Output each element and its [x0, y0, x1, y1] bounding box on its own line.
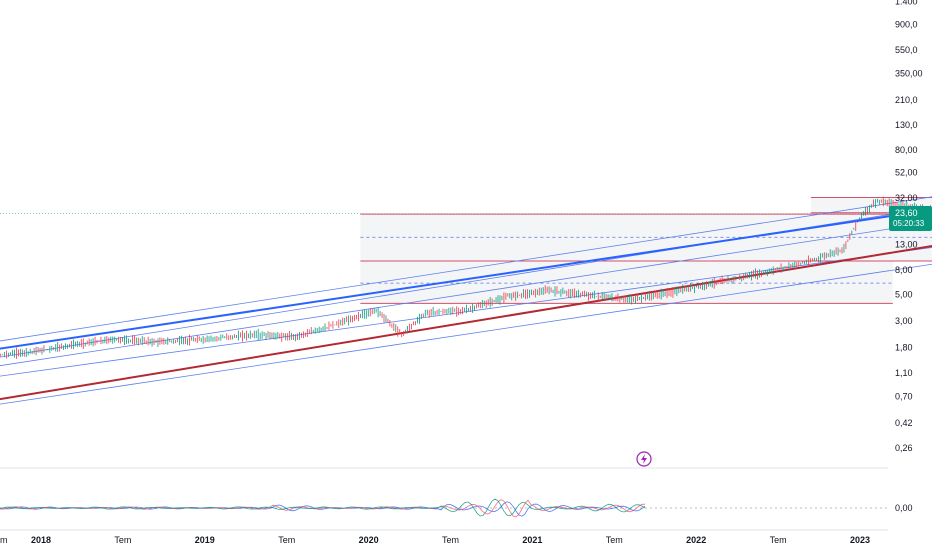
y-tick-label: 32,00	[895, 193, 918, 203]
last-price-value: 23,60	[895, 208, 918, 218]
oscillator-zero-label: 0,00	[895, 503, 913, 513]
channel-line-3	[0, 247, 932, 377]
x-tick-label: Tem	[606, 535, 623, 545]
y-tick-label: 0,42	[895, 418, 913, 428]
candle-series	[0, 196, 932, 359]
trendline-0	[0, 208, 932, 350]
y-tick-label: 1,80	[895, 342, 913, 352]
x-tick-label: 2018	[31, 535, 51, 545]
x-tick-label: 2020	[359, 535, 379, 545]
y-tick-label: 8,00	[895, 265, 913, 275]
x-tick-label: 2021	[522, 535, 542, 545]
x-tick-label: Tem	[442, 535, 459, 545]
channel-line-2	[0, 221, 932, 367]
y-tick-label: 1.400	[895, 0, 918, 6]
y-tick-label: 210,0	[895, 95, 918, 105]
last-price-tag: 23,60 05:20:33	[889, 206, 932, 231]
channel-line-4	[0, 263, 932, 405]
y-tick-label: 350,00	[895, 69, 923, 79]
x-tick-label: 2023	[850, 535, 870, 545]
x-tick-label: Tem	[278, 535, 295, 545]
trendline-1	[0, 245, 932, 401]
x-tick-label: 2022	[686, 535, 706, 545]
bar-countdown: 05:20:33	[893, 219, 925, 228]
y-tick-label: 130,0	[895, 120, 918, 130]
x-tick-label: Tem	[114, 535, 131, 545]
y-tick-label: 3,00	[895, 316, 913, 326]
y-tick-label: 900,0	[895, 19, 918, 29]
y-tick-label: 0,70	[895, 391, 913, 401]
x-edge-label: m	[0, 535, 8, 545]
y-tick-label: 1,10	[895, 368, 913, 378]
oscillator	[0, 498, 888, 518]
x-tick-label: 2019	[195, 535, 215, 545]
lightning-icon	[641, 454, 647, 464]
x-tick-label: Tem	[770, 535, 787, 545]
oscillator-line-2	[0, 498, 646, 517]
y-tick-label: 13,00	[895, 240, 918, 250]
y-tick-label: 52,00	[895, 168, 918, 178]
channel-line-0	[0, 196, 932, 342]
y-tick-label: 80,00	[895, 145, 918, 155]
y-tick-label: 0,26	[895, 443, 913, 453]
y-tick-label: 550,0	[895, 45, 918, 55]
y-tick-label: 5,00	[895, 289, 913, 299]
oscillator-line-1	[0, 499, 646, 518]
